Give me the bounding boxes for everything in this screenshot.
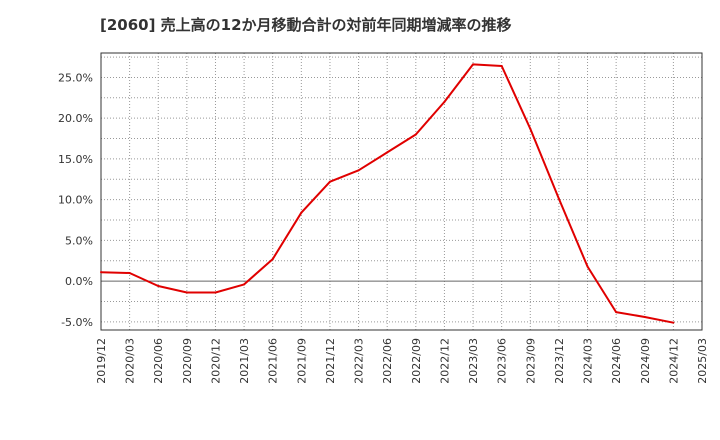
plot-area bbox=[101, 53, 702, 330]
plot-border bbox=[100, 52, 703, 331]
y-tick-label: 10.0% bbox=[58, 194, 93, 207]
data-point bbox=[271, 258, 274, 261]
x-tick-label: 2020/03 bbox=[124, 338, 137, 384]
y-tick-label: 5.0% bbox=[65, 234, 93, 247]
data-point bbox=[529, 127, 532, 130]
y-tick-label: 20.0% bbox=[58, 112, 93, 125]
x-tick-label: 2022/09 bbox=[410, 338, 423, 384]
x-tick-label: 2024/09 bbox=[639, 338, 652, 384]
data-point bbox=[100, 271, 102, 274]
data-point bbox=[300, 211, 303, 214]
x-tick-label: 2022/06 bbox=[381, 338, 394, 384]
data-point bbox=[643, 315, 646, 318]
data-point bbox=[472, 63, 475, 66]
y-tick-label: 25.0% bbox=[58, 71, 93, 84]
x-tick-label: 2025/03 bbox=[696, 338, 709, 384]
chart-title: [2060] 売上高の12か月移動合計の対前年同期増減率の推移 bbox=[100, 16, 512, 34]
x-tick-label: 2023/12 bbox=[553, 338, 566, 384]
x-tick-label: 2020/09 bbox=[181, 338, 194, 384]
data-point bbox=[500, 65, 503, 68]
y-tick-label: 15.0% bbox=[58, 153, 93, 166]
data-point bbox=[328, 180, 331, 183]
y-tick-label: -5.0% bbox=[61, 316, 93, 329]
x-tick-label: 2023/03 bbox=[467, 338, 480, 384]
x-tick-label: 2019/12 bbox=[95, 338, 108, 384]
x-tick-label: 2020/06 bbox=[152, 338, 165, 384]
data-point bbox=[185, 291, 188, 294]
data-point bbox=[443, 100, 446, 103]
x-tick-label: 2022/12 bbox=[438, 338, 451, 384]
data-point bbox=[615, 311, 618, 314]
x-tick-label: 2021/12 bbox=[324, 338, 337, 384]
data-point bbox=[557, 197, 560, 200]
x-tick-label: 2023/09 bbox=[524, 338, 537, 384]
x-tick-label: 2024/03 bbox=[582, 338, 595, 384]
data-point bbox=[414, 133, 417, 136]
x-tick-label: 2020/12 bbox=[209, 338, 222, 384]
x-tick-label: 2024/12 bbox=[667, 338, 680, 384]
data-point bbox=[386, 151, 389, 154]
x-tick-label: 2024/06 bbox=[610, 338, 623, 384]
x-tick-label: 2021/03 bbox=[238, 338, 251, 384]
y-tick-label: 0.0% bbox=[65, 275, 93, 288]
x-tick-label: 2021/09 bbox=[295, 338, 308, 384]
data-point bbox=[157, 285, 160, 288]
data-point bbox=[672, 321, 675, 324]
data-point bbox=[357, 169, 360, 172]
data-point bbox=[586, 265, 589, 268]
data-point bbox=[214, 291, 217, 294]
x-tick-label: 2023/06 bbox=[496, 338, 509, 384]
data-point bbox=[243, 283, 246, 286]
x-tick-label: 2022/03 bbox=[353, 338, 366, 384]
data-point bbox=[128, 271, 131, 274]
x-tick-label: 2021/06 bbox=[267, 338, 280, 384]
